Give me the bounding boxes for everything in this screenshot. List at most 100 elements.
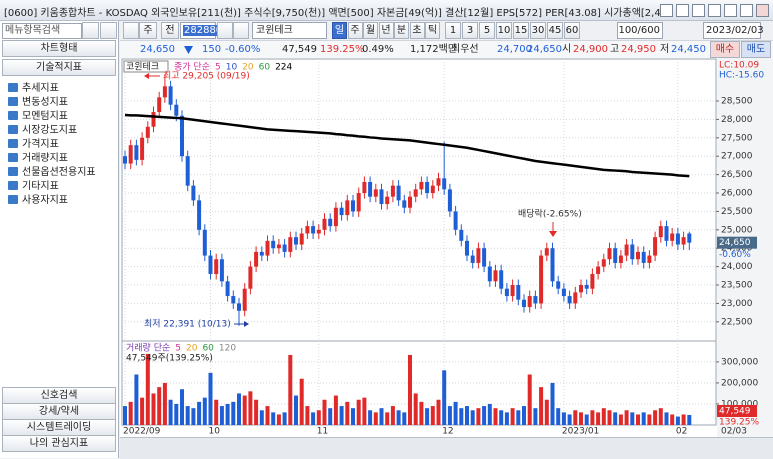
- indicator-label[interactable]: 가격지표: [22, 139, 59, 150]
- count-input[interactable]: 100/600: [617, 22, 663, 39]
- period-button[interactable]: 분: [394, 22, 409, 39]
- candle-body: [368, 181, 373, 197]
- candle-body: [539, 255, 544, 304]
- volume-bar: [516, 410, 521, 425]
- minute-button[interactable]: 3: [462, 22, 478, 39]
- side-button[interactable]: 신호검색: [2, 387, 116, 404]
- prev-button[interactable]: 전: [161, 22, 179, 39]
- indicator-item[interactable]: 사용자지표: [8, 191, 68, 206]
- volume-bar: [128, 401, 133, 425]
- chart: 22,500 23,000 23,500 24,000 24,500 25,000 25,5…: [120, 58, 773, 437]
- minute-button[interactable]: 30: [530, 22, 546, 39]
- y-tick-label: 300,000: [721, 357, 758, 367]
- indicator-label[interactable]: 사용자지표: [22, 195, 68, 206]
- volume-bar: [476, 408, 481, 425]
- indicator-item[interactable]: 추세지표: [8, 79, 59, 94]
- indicator-item[interactable]: 시장강도지표: [8, 121, 77, 136]
- minute-button[interactable]: 15: [513, 22, 529, 39]
- legend-item: 5: [215, 63, 221, 73]
- indicator-label[interactable]: 모멘텀지표: [22, 111, 68, 122]
- volume-bar: [180, 389, 184, 425]
- arrow-head: [549, 231, 557, 237]
- side-button[interactable]: 시스템트레이딩: [2, 419, 116, 436]
- candle-body: [174, 104, 179, 116]
- candle-body: [522, 299, 526, 308]
- menu-button[interactable]: [123, 22, 139, 39]
- legend-box: [123, 60, 169, 73]
- minute-button[interactable]: 60: [564, 22, 580, 39]
- buy-button[interactable]: 매수: [710, 41, 740, 58]
- indicator-label[interactable]: 거래량지표: [22, 153, 68, 164]
- volume-bar: [465, 406, 469, 425]
- indicator-item[interactable]: 변동성지표: [8, 93, 68, 108]
- volume-bar: [624, 410, 629, 425]
- minute-button[interactable]: 5: [479, 22, 495, 39]
- date-input[interactable]: 2023/02/03: [703, 22, 764, 39]
- period-type[interactable]: 주: [139, 22, 157, 39]
- minute-button[interactable]: 10: [496, 22, 512, 39]
- candle-body: [191, 185, 196, 201]
- bid: 24,650: [527, 44, 562, 55]
- scrollbar[interactable]: [120, 437, 773, 459]
- maximize[interactable]: [740, 4, 753, 17]
- candle-body: [510, 285, 515, 297]
- period-button[interactable]: 일: [332, 22, 347, 39]
- indicator-item[interactable]: 기타지표: [8, 177, 59, 192]
- x-tick-label: 2022/09: [123, 427, 161, 437]
- search-button[interactable]: [217, 22, 233, 39]
- volume-bar: [487, 403, 492, 425]
- icon[interactable]: [676, 4, 689, 17]
- indicator-item[interactable]: 모멘텀지표: [8, 107, 68, 122]
- y-tick-label: 22,500: [721, 317, 753, 327]
- current-volume-pct: 139.25%: [719, 417, 759, 427]
- side-button[interactable]: 나의 관심지표: [2, 435, 116, 452]
- icon[interactable]: [660, 4, 673, 17]
- candle-body: [288, 237, 293, 252]
- volume-bar: [254, 399, 259, 425]
- volume-bar: [561, 412, 566, 425]
- icon[interactable]: [692, 4, 705, 17]
- period-button[interactable]: 틱: [425, 22, 440, 39]
- arrow-head: [144, 73, 149, 79]
- indicator-label[interactable]: 변동성지표: [22, 97, 68, 108]
- period-button[interactable]: 주: [347, 22, 363, 39]
- lock-button[interactable]: [233, 22, 249, 39]
- minute-button[interactable]: 45: [547, 22, 563, 39]
- period-button[interactable]: 초: [409, 22, 425, 39]
- indicator-item[interactable]: 가격지표: [8, 135, 59, 150]
- volume-bar: [328, 408, 333, 425]
- search-button[interactable]: [82, 22, 99, 39]
- legend-item: 10: [226, 63, 238, 73]
- indicator-item[interactable]: 선물옵션전용지표: [8, 163, 96, 178]
- indicator-label[interactable]: 기타지표: [22, 181, 59, 192]
- y-tick-label: 27,500: [721, 133, 753, 143]
- indicator-label[interactable]: 선물옵션전용지표: [22, 167, 96, 178]
- candle-body: [579, 285, 583, 293]
- period-button[interactable]: 년: [378, 22, 394, 39]
- candle-body: [561, 288, 566, 297]
- volume-bar: [430, 406, 435, 425]
- candle-body: [208, 255, 213, 274]
- current-price: 24,650: [719, 238, 751, 248]
- icon[interactable]: [708, 4, 721, 17]
- indicator-header[interactable]: 기술적지표: [2, 59, 116, 76]
- volume-bar: [675, 416, 680, 425]
- settings-button[interactable]: [100, 22, 117, 39]
- close[interactable]: [756, 4, 769, 17]
- sell-button[interactable]: 매도: [741, 41, 771, 58]
- volume-bar: [510, 408, 515, 425]
- candle-body: [447, 189, 452, 212]
- indicator-label[interactable]: 추세지표: [22, 83, 59, 94]
- minimize[interactable]: [724, 4, 737, 17]
- side-button[interactable]: 강세/약세: [2, 403, 116, 420]
- volume-bar: [214, 399, 219, 425]
- indicator-item[interactable]: 거래량지표: [8, 149, 68, 164]
- candle-body: [658, 226, 663, 238]
- indicator-label[interactable]: 시장강도지표: [22, 125, 78, 136]
- chart-type-button[interactable]: 차트형태: [2, 40, 116, 57]
- volume-bar: [373, 412, 378, 425]
- minute-button[interactable]: 1: [445, 22, 461, 39]
- code-input[interactable]: 282880: [183, 25, 224, 36]
- search-box[interactable]: 메뉴항목검색: [2, 23, 82, 39]
- period-button[interactable]: 월: [363, 22, 378, 39]
